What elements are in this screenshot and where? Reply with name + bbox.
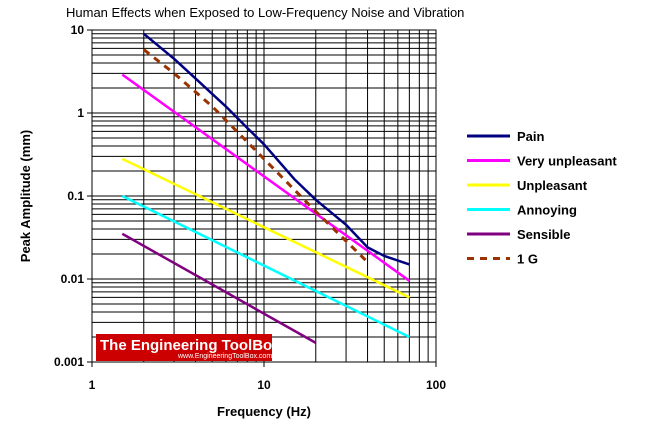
legend-label-very-unpleasant: Very unpleasant	[517, 154, 617, 169]
y-tick-label: 0.001	[54, 355, 84, 369]
watermark-url: www.EngineeringToolBox.com	[177, 353, 272, 360]
series-line-annoying	[121, 194, 410, 339]
watermark-background	[96, 334, 272, 361]
x-tick-label: 100	[426, 378, 446, 392]
y-axis-label: Peak Amplitude (mm)	[18, 130, 33, 262]
x-tick-label: 10	[257, 378, 271, 392]
legend-label-pain: Pain	[517, 129, 545, 144]
watermark-text: The Engineering ToolBox	[100, 337, 281, 354]
x-tick-label: 1	[89, 378, 96, 392]
y-tick-label: 0.01	[61, 272, 85, 286]
series-line-1-g	[142, 48, 369, 264]
watermark: The Engineering ToolBox www.EngineeringT…	[96, 334, 281, 361]
series-line-sensible	[121, 232, 317, 344]
series-line-pain	[143, 32, 410, 266]
series-line-very-unpleasant	[121, 73, 411, 282]
x-axis-label: Frequency (Hz)	[217, 404, 311, 419]
tick-labels: 1 10 100 0.001 0.01 0.1 1 10	[54, 23, 446, 392]
y-tick-label: 0.1	[67, 189, 84, 203]
legend: Pain Very unpleasant Unpleasant Annoying Sen…	[467, 129, 617, 267]
legend-label-sensible: Sensible	[517, 227, 570, 242]
legend-label-annoying: Annoying	[517, 203, 577, 218]
series-group	[121, 32, 411, 344]
y-tick-label: 10	[71, 23, 85, 37]
legend-label-1-g: 1 G	[517, 252, 538, 267]
grid	[92, 30, 436, 362]
series-line-unpleasant	[121, 157, 410, 299]
chart-title: Human Effects when Exposed to Low-Freque…	[66, 5, 464, 20]
legend-label-unpleasant: Unpleasant	[517, 178, 588, 193]
y-tick-label: 1	[77, 106, 84, 120]
